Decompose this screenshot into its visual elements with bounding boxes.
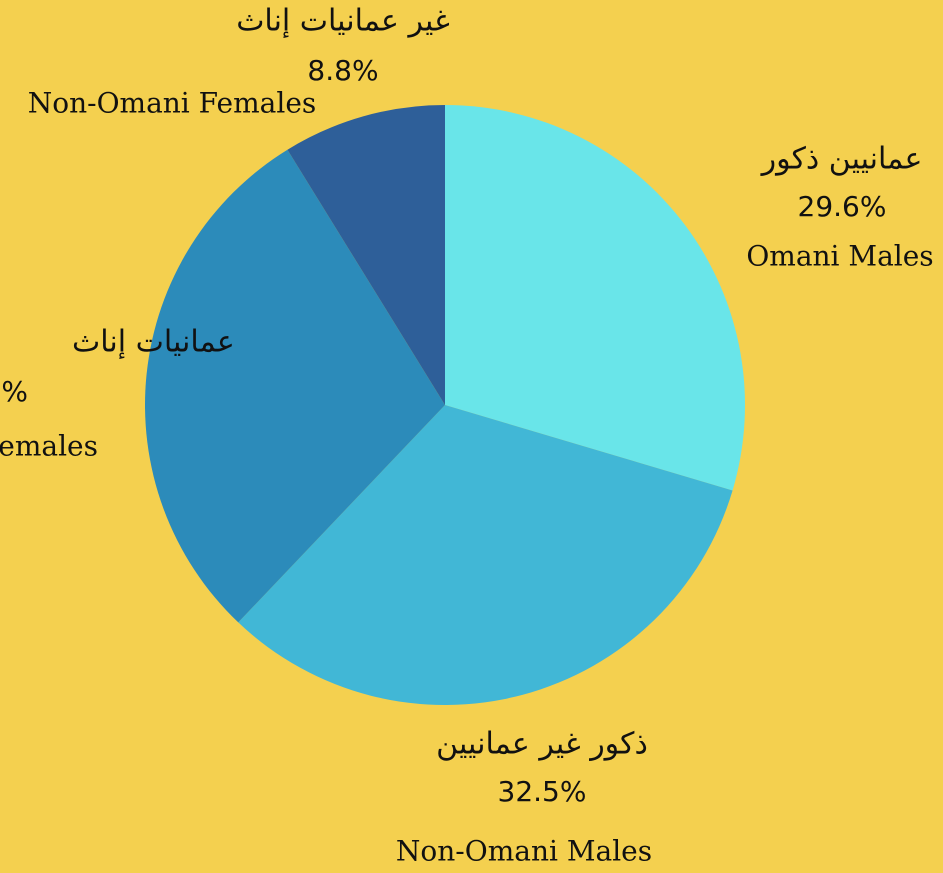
slice-value-label: 29.6% [798, 190, 887, 223]
slice-arabic-label: عمانيين ذكور [760, 142, 923, 177]
slice-value-label: 32.5% [498, 775, 587, 808]
slice-arabic-label: ذكور غير عمانيين [436, 727, 648, 762]
slice-arabic-label: عمانيات إناث [72, 325, 235, 360]
pie-slice [445, 105, 746, 491]
pie-slice [287, 105, 445, 405]
slice-label: Non-Omani Males [396, 835, 652, 868]
pie-slice [145, 149, 445, 623]
pie-slice [238, 405, 733, 705]
slice-label: Omani Males [746, 240, 933, 273]
slice-label: Non-Omani Females [28, 87, 317, 120]
slice-value-label: 8.8% [307, 54, 378, 87]
slice-label: Omani Females [0, 430, 98, 463]
slice-value-label: 29.1% [0, 375, 28, 408]
slice-arabic-label: غير عمانيات إناث [236, 4, 450, 39]
